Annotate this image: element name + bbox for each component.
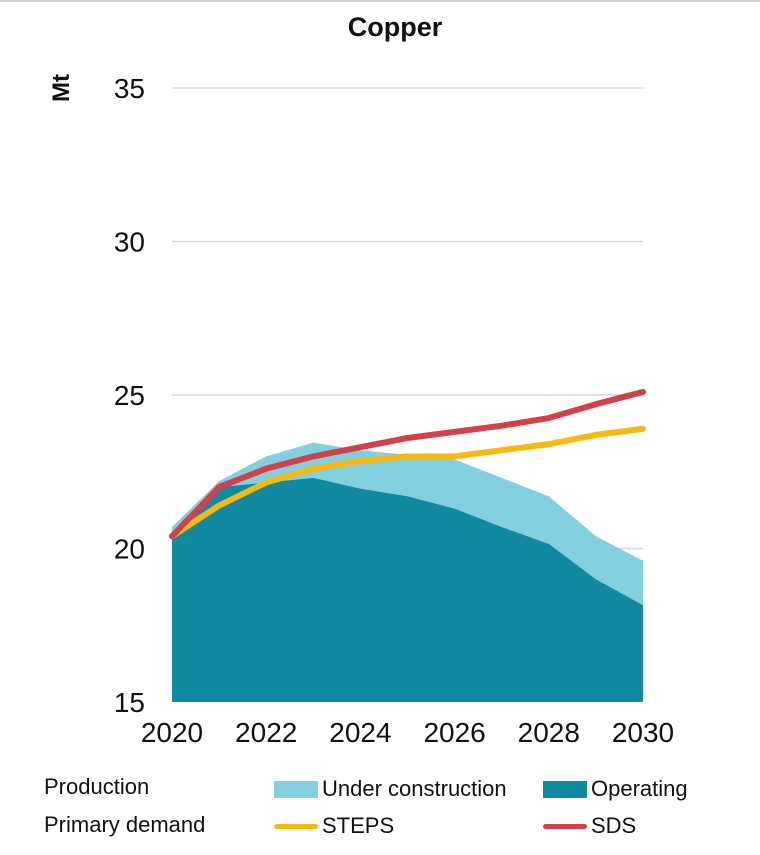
x-tick-label-2024: 2024 [329, 717, 391, 748]
x-tick-label-2020: 2020 [141, 717, 203, 748]
y-tick-label-15: 15 [114, 687, 145, 718]
y-tick-label-25: 25 [114, 380, 145, 411]
y-tick-label-35: 35 [114, 73, 145, 104]
legend-label-under-construction: Under construction [322, 776, 507, 801]
line-steps [169, 425, 646, 540]
area-under-construction [172, 442, 643, 606]
chart-title: Copper [347, 12, 443, 42]
legend-label-sds: SDS [591, 813, 637, 838]
legend-swatch-steps [274, 823, 318, 829]
x-tick-label-2026: 2026 [423, 717, 485, 748]
line-sds [169, 388, 646, 540]
legend-group-demand-label: Primary demand [44, 812, 206, 837]
legend-label-operating: Operating [591, 776, 688, 801]
legend-item-steps: STEPS [274, 813, 394, 839]
legend-label-steps: STEPS [322, 813, 395, 838]
legend-item-operating: Operating [543, 776, 688, 802]
top-border [0, 0, 760, 2]
y-tick-label-30: 30 [114, 227, 145, 258]
legend-swatch-sds [543, 823, 587, 829]
chart-plot: 15 20 25 30 35 2020 2022 2024 2026 2028 2030 [114, 73, 674, 748]
legend-item-sds: SDS [543, 813, 636, 839]
legend-swatch-under-construction [274, 780, 318, 798]
legend-item-under-construction: Under construction [274, 776, 507, 802]
x-tick-label-2022: 2022 [235, 717, 297, 748]
legend-swatch-operating [543, 780, 587, 798]
x-tick-label-2030: 2030 [612, 717, 674, 748]
y-tick-label-20: 20 [114, 534, 145, 565]
area-operating [172, 477, 643, 702]
legend-group-production-label: Production [44, 774, 150, 799]
x-tick-label-2028: 2028 [518, 717, 580, 748]
